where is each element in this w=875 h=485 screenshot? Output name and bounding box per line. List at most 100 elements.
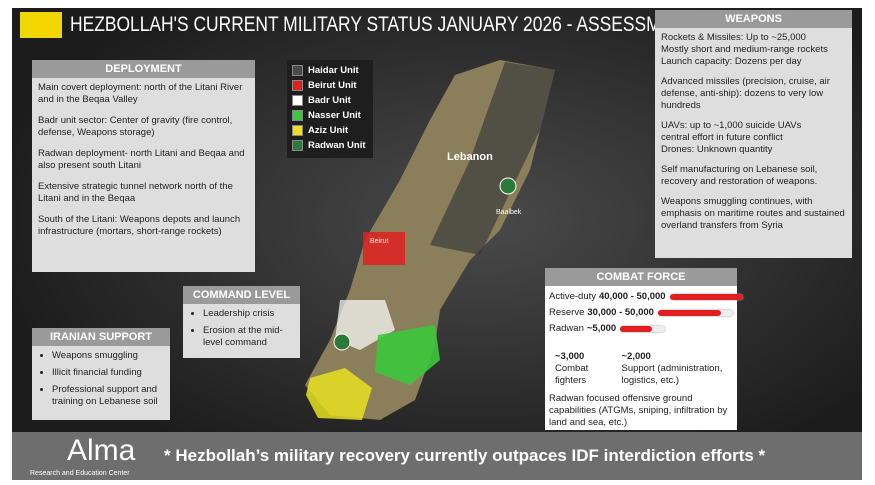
panel-body: Weapons smuggling Illicit financial fundi… xyxy=(32,346,170,417)
line: Drones: Unknown quantity xyxy=(661,144,773,155)
force-bar xyxy=(657,310,733,316)
legend-item: Radwan Unit xyxy=(292,138,368,153)
line: Launch capacity: Dozens per day xyxy=(661,56,802,67)
item: Main covert deployment: north of the Lit… xyxy=(38,82,243,105)
force-row: Reserve 30,000 - 50,000 xyxy=(549,305,733,321)
split-label: Support (administration, logistics, etc.… xyxy=(621,363,723,386)
legend-label: Radwan Unit xyxy=(308,140,366,151)
legend-label: Badr Unit xyxy=(308,95,351,106)
split-value: ~2,000 xyxy=(621,351,651,362)
split-col: ~2,000 Support (administration, logistics… xyxy=(621,351,733,387)
line: UAVs: up to ~1,000 suicide UAVs xyxy=(661,120,802,131)
radwan-icon xyxy=(499,177,517,195)
legend-item: Badr Unit xyxy=(292,93,368,108)
legend-item: Nasser Unit xyxy=(292,108,368,123)
legend-item: Beirut Unit xyxy=(292,78,368,93)
paragraph: Self manufacturing on Lebanese soil, rec… xyxy=(661,164,846,188)
force-label: Radwan xyxy=(549,323,584,334)
combat-panel: COMBAT FORCE Active-duty 40,000 - 50,000 R… xyxy=(545,268,744,432)
legend-swatch xyxy=(292,65,303,76)
legend-item: Haidar Unit xyxy=(292,63,368,78)
list-item: Illicit financial funding xyxy=(52,367,164,379)
list-item: Weapons smuggling xyxy=(52,350,164,362)
note: Radwan focused offensive ground capabili… xyxy=(549,393,728,428)
legend-swatch xyxy=(292,95,303,106)
logo-sub: Research and Education Center xyxy=(30,470,130,477)
tagline: * Hezbollah’s military recovery currentl… xyxy=(164,446,766,465)
force-value: 40,000 - 50,000 xyxy=(599,291,666,302)
line: Rockets & Missiles: Up to ~25,000 xyxy=(661,32,806,43)
force-value: ~5,000 xyxy=(586,323,617,334)
radwan-icon xyxy=(333,333,351,351)
map-label: Baalbek xyxy=(496,209,522,216)
paragraph: Weapons smuggling continues, with emphas… xyxy=(661,196,846,232)
force-bar xyxy=(669,294,744,300)
panel-title: COMMAND LEVEL xyxy=(183,286,300,304)
force-label: Active-duty xyxy=(549,291,596,302)
force-value: 30,000 - 50,000 xyxy=(587,307,654,318)
panel-title: WEAPONS xyxy=(655,10,852,28)
item: Extensive strategic tunnel network north… xyxy=(38,181,233,204)
legend-swatch xyxy=(292,125,303,136)
panel-body: Main covert deployment: north of the Lit… xyxy=(32,78,255,251)
paragraph: Advanced missiles (precision, cruise, ai… xyxy=(661,76,846,112)
beirut-region xyxy=(363,232,405,265)
legend: Haidar Unit Beirut Unit Badr Unit Nasser Un… xyxy=(287,60,373,158)
split-label: Combat fighters xyxy=(555,363,589,386)
list-item: Professional support and training on Leb… xyxy=(52,384,164,408)
force-bar-fill xyxy=(669,294,744,300)
footer: Alma Research and Education Center * Hez… xyxy=(12,432,862,480)
split-col: ~3,000 Combat fighters xyxy=(555,351,603,387)
legend-swatch xyxy=(292,140,303,151)
line: Advanced missiles (precision, cruise, ai… xyxy=(661,76,830,111)
haidar-region xyxy=(430,62,555,255)
legend-label: Aziz Unit xyxy=(308,125,349,136)
command-panel: COMMAND LEVEL Leadership crisis Erosion a… xyxy=(183,286,300,358)
logo: Alma xyxy=(67,434,136,467)
list: Weapons smuggling Illicit financial fundi… xyxy=(38,350,164,408)
list-item: Leadership crisis xyxy=(203,308,294,320)
legend-label: Nasser Unit xyxy=(308,110,361,121)
weapons-panel: WEAPONS Rockets & Missiles: Up to ~25,00… xyxy=(655,10,852,258)
force-label: Reserve xyxy=(549,307,585,318)
panel-title: IRANIAN SUPPORT xyxy=(32,328,170,346)
legend-label: Beirut Unit xyxy=(308,80,357,91)
map-label: Beirut xyxy=(370,238,388,245)
title: HEZBOLLAH'S CURRENT MILITARY STATUS JANU… xyxy=(70,13,696,36)
list: Leadership crisis Erosion at the mid-leve… xyxy=(189,308,294,349)
force-bar-fill xyxy=(620,326,652,332)
flag xyxy=(20,12,62,38)
nasser-region xyxy=(375,325,440,385)
paragraph: Rockets & Missiles: Up to ~25,000 Mostly … xyxy=(661,32,846,68)
legend-swatch xyxy=(292,80,303,91)
map-label: Lebanon xyxy=(447,151,493,163)
force-row: Active-duty 40,000 - 50,000 xyxy=(549,289,744,305)
item: Radwan deployment- north Litani and Beqa… xyxy=(38,148,245,171)
line: Mostly short and medium-range rockets xyxy=(661,44,828,55)
line: Weapons smuggling continues, with emphas… xyxy=(661,196,845,231)
paragraph: UAVs: up to ~1,000 suicide UAVs central e… xyxy=(661,120,846,156)
legend-item: Aziz Unit xyxy=(292,123,368,138)
line: Self manufacturing on Lebanese soil, rec… xyxy=(661,164,818,187)
split-value: ~3,000 xyxy=(555,351,585,362)
list-item: Erosion at the mid-level command xyxy=(203,325,294,349)
legend-label: Haidar Unit xyxy=(308,65,359,76)
panel-body: Active-duty 40,000 - 50,000 Reserve 30,000 … xyxy=(545,286,744,432)
panel-title: DEPLOYMENT xyxy=(32,60,255,78)
panel-title: COMBAT FORCE xyxy=(545,268,737,286)
iran-panel: IRANIAN SUPPORT Weapons smuggling Illicit… xyxy=(32,328,170,420)
split: ~3,000 Combat fighters ~2,000 Support (admi… xyxy=(549,351,733,387)
legend-swatch xyxy=(292,110,303,121)
panel-body: Rockets & Missiles: Up to ~25,000 Mostly … xyxy=(655,28,852,244)
deployment-panel: DEPLOYMENT Main covert deployment: north… xyxy=(32,60,255,272)
force-bar-fill xyxy=(657,310,721,316)
force-bar xyxy=(620,326,666,332)
force-row: Radwan ~5,000 xyxy=(549,321,733,337)
panel-body: Leadership crisis Erosion at the mid-leve… xyxy=(183,304,300,358)
aziz-region xyxy=(306,368,372,420)
line: central effort in future conflict xyxy=(661,132,783,143)
item: South of the Litani: Weapons depots and … xyxy=(38,214,241,237)
item: Badr unit sector: Center of gravity (fir… xyxy=(38,115,233,138)
